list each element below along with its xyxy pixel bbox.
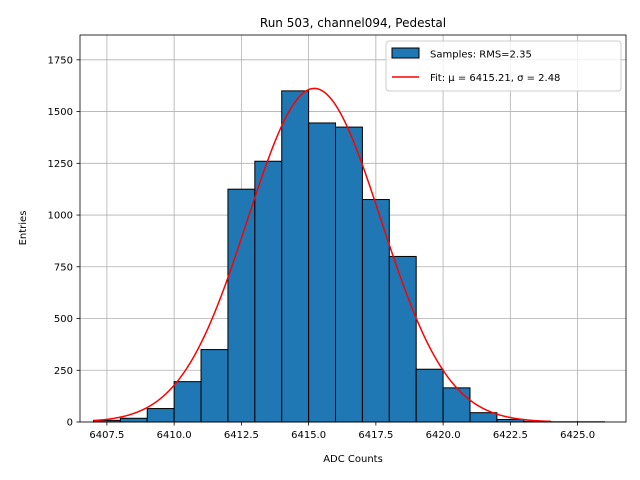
fit-curve <box>93 87 551 423</box>
histogram-bar <box>227 188 256 423</box>
legend-samples-label: Samples: RMS=2.35 <box>430 50 532 61</box>
x-tick-label: 6425.0 <box>560 430 595 441</box>
histogram-bar <box>119 417 148 423</box>
legend: Samples: RMS=2.35 Fit: μ = 6415.21, σ = … <box>385 40 622 92</box>
x-tick-label: 6412.5 <box>224 430 259 441</box>
x-axis-label: ADC Counts <box>323 454 383 465</box>
histogram-bar <box>442 387 471 423</box>
y-tick-label: 1750 <box>48 55 73 66</box>
y-tick-label: 1250 <box>48 159 73 170</box>
legend-box <box>385 40 622 92</box>
y-tick-label: 1000 <box>48 211 73 222</box>
histogram-bar <box>335 126 363 423</box>
x-tick-label: 6417.5 <box>358 430 393 441</box>
histogram-bar <box>200 349 229 423</box>
plot-frame <box>79 34 627 423</box>
y-tick-label: 1500 <box>48 107 73 118</box>
histogram-bar <box>308 122 337 423</box>
x-axis-ticks: 6407.5 6410.0 6412.5 6415.0 6417.5 6420.0 6422… <box>89 422 595 441</box>
histogram-bar <box>254 160 283 423</box>
x-tick-label: 6410.0 <box>157 430 192 441</box>
histogram-bar <box>361 199 390 423</box>
chart-title: Run 503, channel094, Pedestal <box>260 16 446 30</box>
y-tick-label: 750 <box>54 262 73 273</box>
legend-samples-swatch <box>391 47 420 59</box>
histogram-bar <box>146 408 175 423</box>
histogram-bar <box>388 255 417 423</box>
histogram-bar <box>281 90 310 423</box>
y-tick-label: 0 <box>67 418 73 429</box>
y-tick-label: 500 <box>54 314 73 325</box>
histogram-bar <box>173 381 202 423</box>
x-tick-label: 6422.5 <box>493 430 528 441</box>
x-tick-label: 6407.5 <box>89 430 124 441</box>
histogram-bar <box>469 412 498 423</box>
histogram-bar <box>415 368 444 423</box>
y-axis-ticks: 0 250 500 750 1000 1250 1500 1750 <box>48 55 80 429</box>
y-tick-label: 250 <box>54 366 73 377</box>
x-tick-label: 6415.0 <box>291 430 326 441</box>
histogram-bars <box>92 90 605 423</box>
x-tick-label: 6420.0 <box>426 430 461 441</box>
y-axis-label: Entries <box>18 211 29 246</box>
legend-fit-label: Fit: μ = 6415.21, σ = 2.48 <box>430 73 560 84</box>
